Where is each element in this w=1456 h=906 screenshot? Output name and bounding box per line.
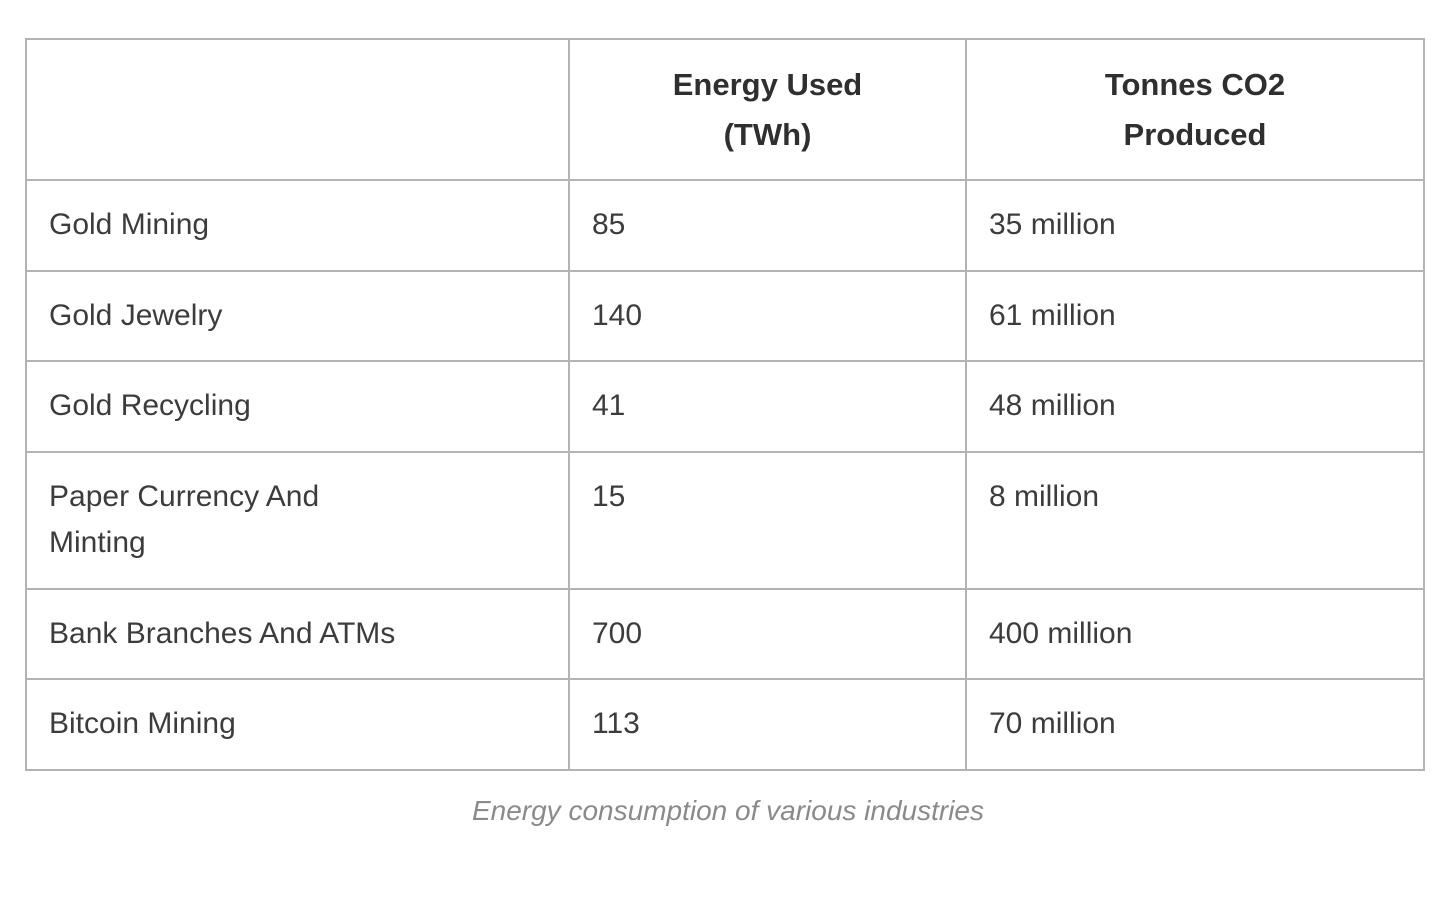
table-row: Gold Mining 85 35 million: [25, 179, 1425, 272]
co2-produced-cell: 35 million: [965, 179, 1425, 272]
table-row: Gold Recycling 41 48 million: [25, 360, 1425, 453]
row-label: Gold Mining: [25, 179, 570, 272]
header-row: Energy Used (TWh) Tonnes CO2 Produced: [25, 38, 1425, 181]
energy-used-cell: 85: [568, 179, 967, 272]
row-label: Bank Branches And ATMs: [25, 587, 570, 680]
energy-used-cell: 140: [568, 269, 967, 362]
table-row: Paper Currency And Minting 15 8 million: [25, 450, 1425, 590]
energy-used-cell: 700: [568, 587, 967, 680]
co2-produced-cell: 8 million: [965, 450, 1425, 590]
table-row: Gold Jewelry 140 61 million: [25, 269, 1425, 362]
column-header-industry: [25, 38, 570, 181]
row-label: Gold Recycling: [25, 360, 570, 453]
co2-produced-cell: 48 million: [965, 360, 1425, 453]
energy-used-cell: 15: [568, 450, 967, 590]
energy-consumption-figure: Energy Used (TWh) Tonnes CO2 Produced Go…: [0, 38, 1456, 829]
figure-caption: Energy consumption of various industries: [471, 794, 985, 826]
table-row: Bank Branches And ATMs 700 400 million: [25, 587, 1425, 680]
row-label: Bitcoin Mining: [25, 678, 570, 771]
co2-produced-cell: 70 million: [965, 678, 1425, 771]
row-label: Gold Jewelry: [25, 269, 570, 362]
co2-produced-cell: 400 million: [965, 587, 1425, 680]
column-header-energy-used: Energy Used (TWh): [568, 38, 967, 181]
co2-produced-cell: 61 million: [965, 269, 1425, 362]
table-row: Bitcoin Mining 113 70 million: [25, 678, 1425, 771]
energy-consumption-table: Energy Used (TWh) Tonnes CO2 Produced Go…: [25, 38, 1425, 771]
row-label: Paper Currency And Minting: [25, 450, 570, 590]
energy-used-cell: 41: [568, 360, 967, 453]
energy-used-cell: 113: [568, 678, 967, 771]
column-header-tonnes-co2: Tonnes CO2 Produced: [965, 38, 1425, 181]
